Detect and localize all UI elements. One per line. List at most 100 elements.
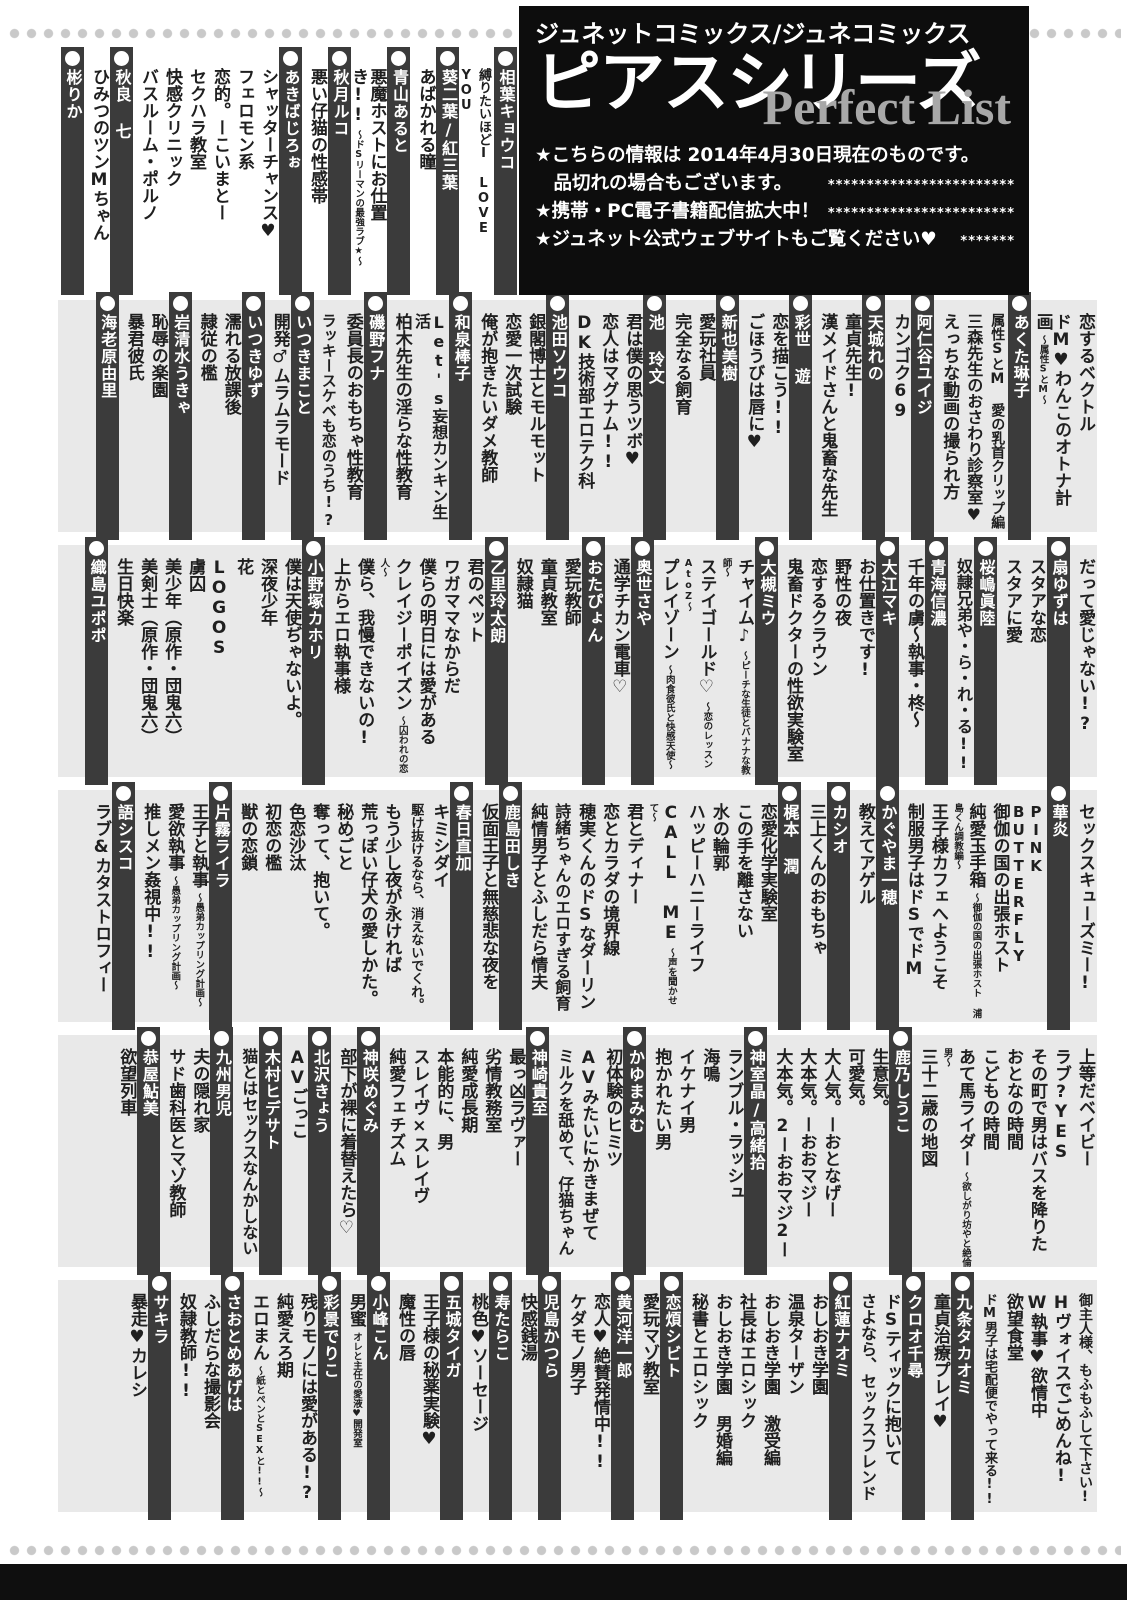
title-text: DK技術部エロテク科	[574, 313, 595, 489]
title-text: 深夜少年	[257, 558, 278, 626]
title-text: スレイヴ×スレイヴ	[409, 1048, 430, 1204]
title-text: 隷従の檻	[196, 313, 217, 381]
title-column: 暴君彼氏	[121, 300, 144, 532]
title-text: 魔性の唇	[395, 1293, 415, 1361]
title-column: 悪い仔猫の性感帯	[304, 55, 327, 287]
title-text: おとなの時間	[1003, 1048, 1023, 1150]
note-line: ★こちらの情報は 2014年4月30日現在のものです。	[535, 142, 1015, 170]
title-subtitle: 〜欲しがり坊やと絶倫男〜	[941, 1048, 971, 1267]
author-name: かゆまみむ	[625, 1049, 645, 1134]
title-column: 濡れる放課後	[218, 300, 241, 532]
author-name: 紅蓮ナオミ	[831, 1294, 851, 1379]
title-text: お仕置きです!	[855, 558, 875, 680]
title-column: ケダモノ男子	[563, 1280, 586, 1512]
title-text: 仮面王子と無慈悲な夜を	[478, 803, 499, 990]
author-name: クロオ千尋	[904, 1294, 924, 1379]
hole-icon	[866, 296, 882, 311]
title-column: ひみつのツンMちゃん	[86, 55, 109, 287]
title-subtitle: 〜御伽の国の出張ホスト 浦島くん調教編〜	[952, 803, 982, 1018]
title-subtitle: 〜肉食彼氏と快感天使〜	[663, 665, 675, 770]
title-text: 部下が裸に着替えたら♡	[336, 1048, 357, 1238]
title-column: 三森先生のおさわり診察室♥	[960, 300, 984, 532]
title-column: 大人気。ーおとなげー	[817, 1035, 840, 1267]
title-column: 野性の夜	[828, 545, 851, 777]
author-bar: 乙里玲太朗	[484, 537, 508, 785]
title-text: 君のペット	[463, 558, 484, 643]
author-name: おたぴょん	[584, 559, 604, 644]
author-name: 大江マキ	[878, 559, 898, 627]
author-bar: 池田ソウコ	[546, 292, 570, 540]
title-text: ラブ?YES	[1051, 1048, 1071, 1162]
author-name: 恭屋鮎美	[139, 1049, 159, 1117]
title-column: 色恋沙汰	[282, 790, 305, 1022]
author-name: 彩世 遊	[791, 314, 811, 385]
hole-icon	[1012, 296, 1028, 311]
author-bar: 和泉棒子	[449, 292, 473, 540]
hole-icon	[306, 541, 322, 556]
title-column: さよなら、セックスフレンド	[854, 1280, 877, 1512]
author-bar: サキラ	[148, 1272, 171, 1520]
hole-icon	[152, 1276, 167, 1291]
title-column: 快感銭湯	[514, 1280, 537, 1512]
title-column: キミシダイ	[426, 790, 449, 1022]
hole-icon	[361, 1031, 377, 1046]
title-text: バスルーム・ポルノ	[138, 68, 158, 221]
hole-icon	[312, 1031, 328, 1046]
title-column: PINK BUTTERFLY	[1010, 790, 1045, 1022]
title-column: ドSティックに抱いて	[878, 1280, 901, 1512]
title-text: 夫の隠れ家	[189, 1048, 210, 1133]
title-text: 生日快楽	[113, 558, 134, 626]
title-text: おしおき学園 男婚編	[712, 1293, 732, 1466]
author-bar: 海老原由里	[95, 292, 119, 540]
title-column: 柏木先生の淫らな性教育	[389, 300, 412, 532]
title-text: 通学チカン電車♡	[609, 558, 630, 697]
title-column: ハッピーハニーライフ	[682, 790, 705, 1022]
title-text: 美剣士（原作・団鬼六）	[137, 558, 158, 745]
title-column: 推しメン姦視中!!	[137, 790, 160, 1022]
author-name: 春日直加	[452, 804, 472, 872]
author-name: 神室晶/高緒拾	[746, 1049, 766, 1171]
hole-icon	[65, 51, 80, 66]
list-row: 上等だベイビー ラブ?YES その町で男はバスを降りた おとなの時間 こどもの時間 あて馬…	[58, 1027, 1097, 1275]
title-column: 君は僕の思うツボ♥	[619, 300, 642, 532]
star-row: *******	[960, 233, 1015, 249]
author-bar: 池 玲文	[643, 292, 667, 540]
author-bar: いつきゆず	[241, 292, 265, 540]
title-column: ラブ&カタストロフィー	[88, 790, 111, 1022]
author-name: 児島かつら	[540, 1294, 560, 1379]
title-text: 快感銭湯	[517, 1293, 537, 1361]
title-subtitle: 〜ピーチな生徒とバナナな教師〜	[720, 558, 750, 775]
title-text: イケナイ男	[675, 1048, 696, 1133]
title-column: おしおき学園	[805, 1280, 828, 1512]
hole-icon	[748, 1031, 764, 1046]
title-text: 初体験のヒミツ	[602, 1048, 623, 1167]
title-text: 獣の恋鎖	[237, 803, 258, 871]
title-column: 大本気。2ーおおマジ2ー	[769, 1035, 792, 1267]
author-name: いつきゆず	[244, 314, 264, 399]
title-column: 僕らの明日には愛がある	[413, 545, 436, 777]
title-column: ランブル・ラッシュ	[720, 1035, 743, 1267]
title-column: 桃色♥ソーセージ	[465, 1280, 488, 1512]
title-text: AVみたいにかきまぜて	[578, 1048, 599, 1241]
title-text: 漢メイドさんと鬼畜な先生	[817, 313, 838, 517]
hole-icon	[781, 786, 797, 801]
title-column: 夫の隠れ家	[186, 1035, 210, 1267]
title-text: 王子様の秘薬実験♥	[419, 1293, 439, 1449]
title-column: 鬼畜ドクターの性欲実験室	[780, 545, 803, 777]
title-text: セクハラ教室	[186, 68, 206, 170]
title-column: 恋愛化学実験室	[754, 790, 777, 1022]
title-text: 欲望列車	[116, 1048, 137, 1116]
author-bar: 青山あると	[387, 47, 411, 295]
title-text: 愛玩社員	[695, 313, 716, 381]
title-column: 俺が抱きたいダメ教師	[474, 300, 497, 532]
title-text: 快感クリニック	[162, 68, 182, 187]
author-bar: 神室晶/高緒拾	[744, 1027, 768, 1275]
title-text: 純愛えろ期	[273, 1293, 293, 1378]
author-name: 九州男児	[212, 1049, 232, 1117]
author-bar: 岩清水うきゃ	[168, 292, 192, 540]
title-column: ドM♥わんこのオトナ計画〜属性SとM〜	[1033, 300, 1071, 532]
title-subtitle: 〜ドSリーマンの最強ラブ★〜	[353, 130, 365, 266]
title-text: 三森先生のおさわり診察室♥	[964, 313, 984, 524]
title-text: ミルクを舐めて、仔猫ちゃん	[555, 1048, 575, 1256]
author-bar: 小野塚カホリ	[302, 537, 326, 785]
